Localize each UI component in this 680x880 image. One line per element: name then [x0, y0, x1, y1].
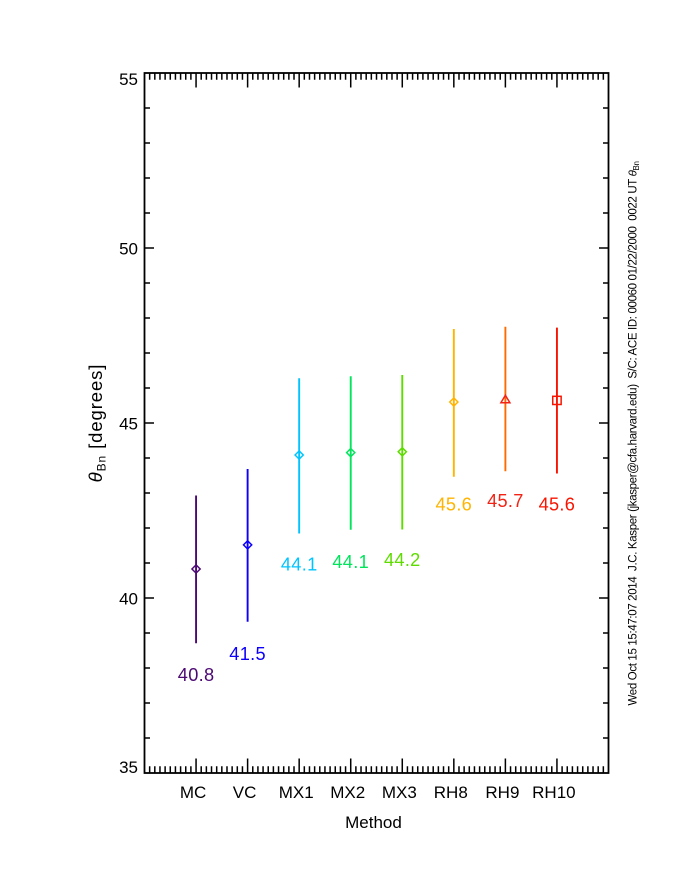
svg-text:Wed Oct 15 15:47:07 2014 J.C.: Wed Oct 15 15:47:07 2014 J.C. Kasper (jk…	[628, 161, 642, 705]
svg-text:RH8: RH8	[434, 783, 468, 802]
svg-text:50: 50	[119, 240, 138, 259]
svg-text:45.6: 45.6	[539, 494, 576, 514]
svg-text:44.1: 44.1	[332, 552, 369, 572]
svg-text:Method: Method	[345, 813, 402, 832]
svg-text:MX2: MX2	[330, 783, 365, 802]
svg-text:RH9: RH9	[485, 783, 519, 802]
svg-text:RH10: RH10	[532, 783, 575, 802]
svg-text:VC: VC	[233, 783, 257, 802]
svg-text:MX3: MX3	[382, 783, 417, 802]
svg-text:35: 35	[119, 758, 138, 777]
svg-text:45.7: 45.7	[487, 491, 524, 511]
svg-text:45: 45	[119, 414, 138, 433]
svg-text:45.6: 45.6	[435, 495, 472, 515]
svg-text:40: 40	[119, 589, 138, 608]
svg-text:MC: MC	[180, 783, 206, 802]
svg-text:44.2: 44.2	[384, 550, 421, 570]
svg-text:41.5: 41.5	[229, 644, 266, 664]
svg-text:55: 55	[119, 70, 138, 89]
svg-text:40.8: 40.8	[178, 665, 215, 685]
svg-text:44.1: 44.1	[281, 554, 318, 574]
svg-text:θBn [degrees]: θBn [degrees]	[85, 364, 109, 483]
svg-text:MX1: MX1	[279, 783, 314, 802]
